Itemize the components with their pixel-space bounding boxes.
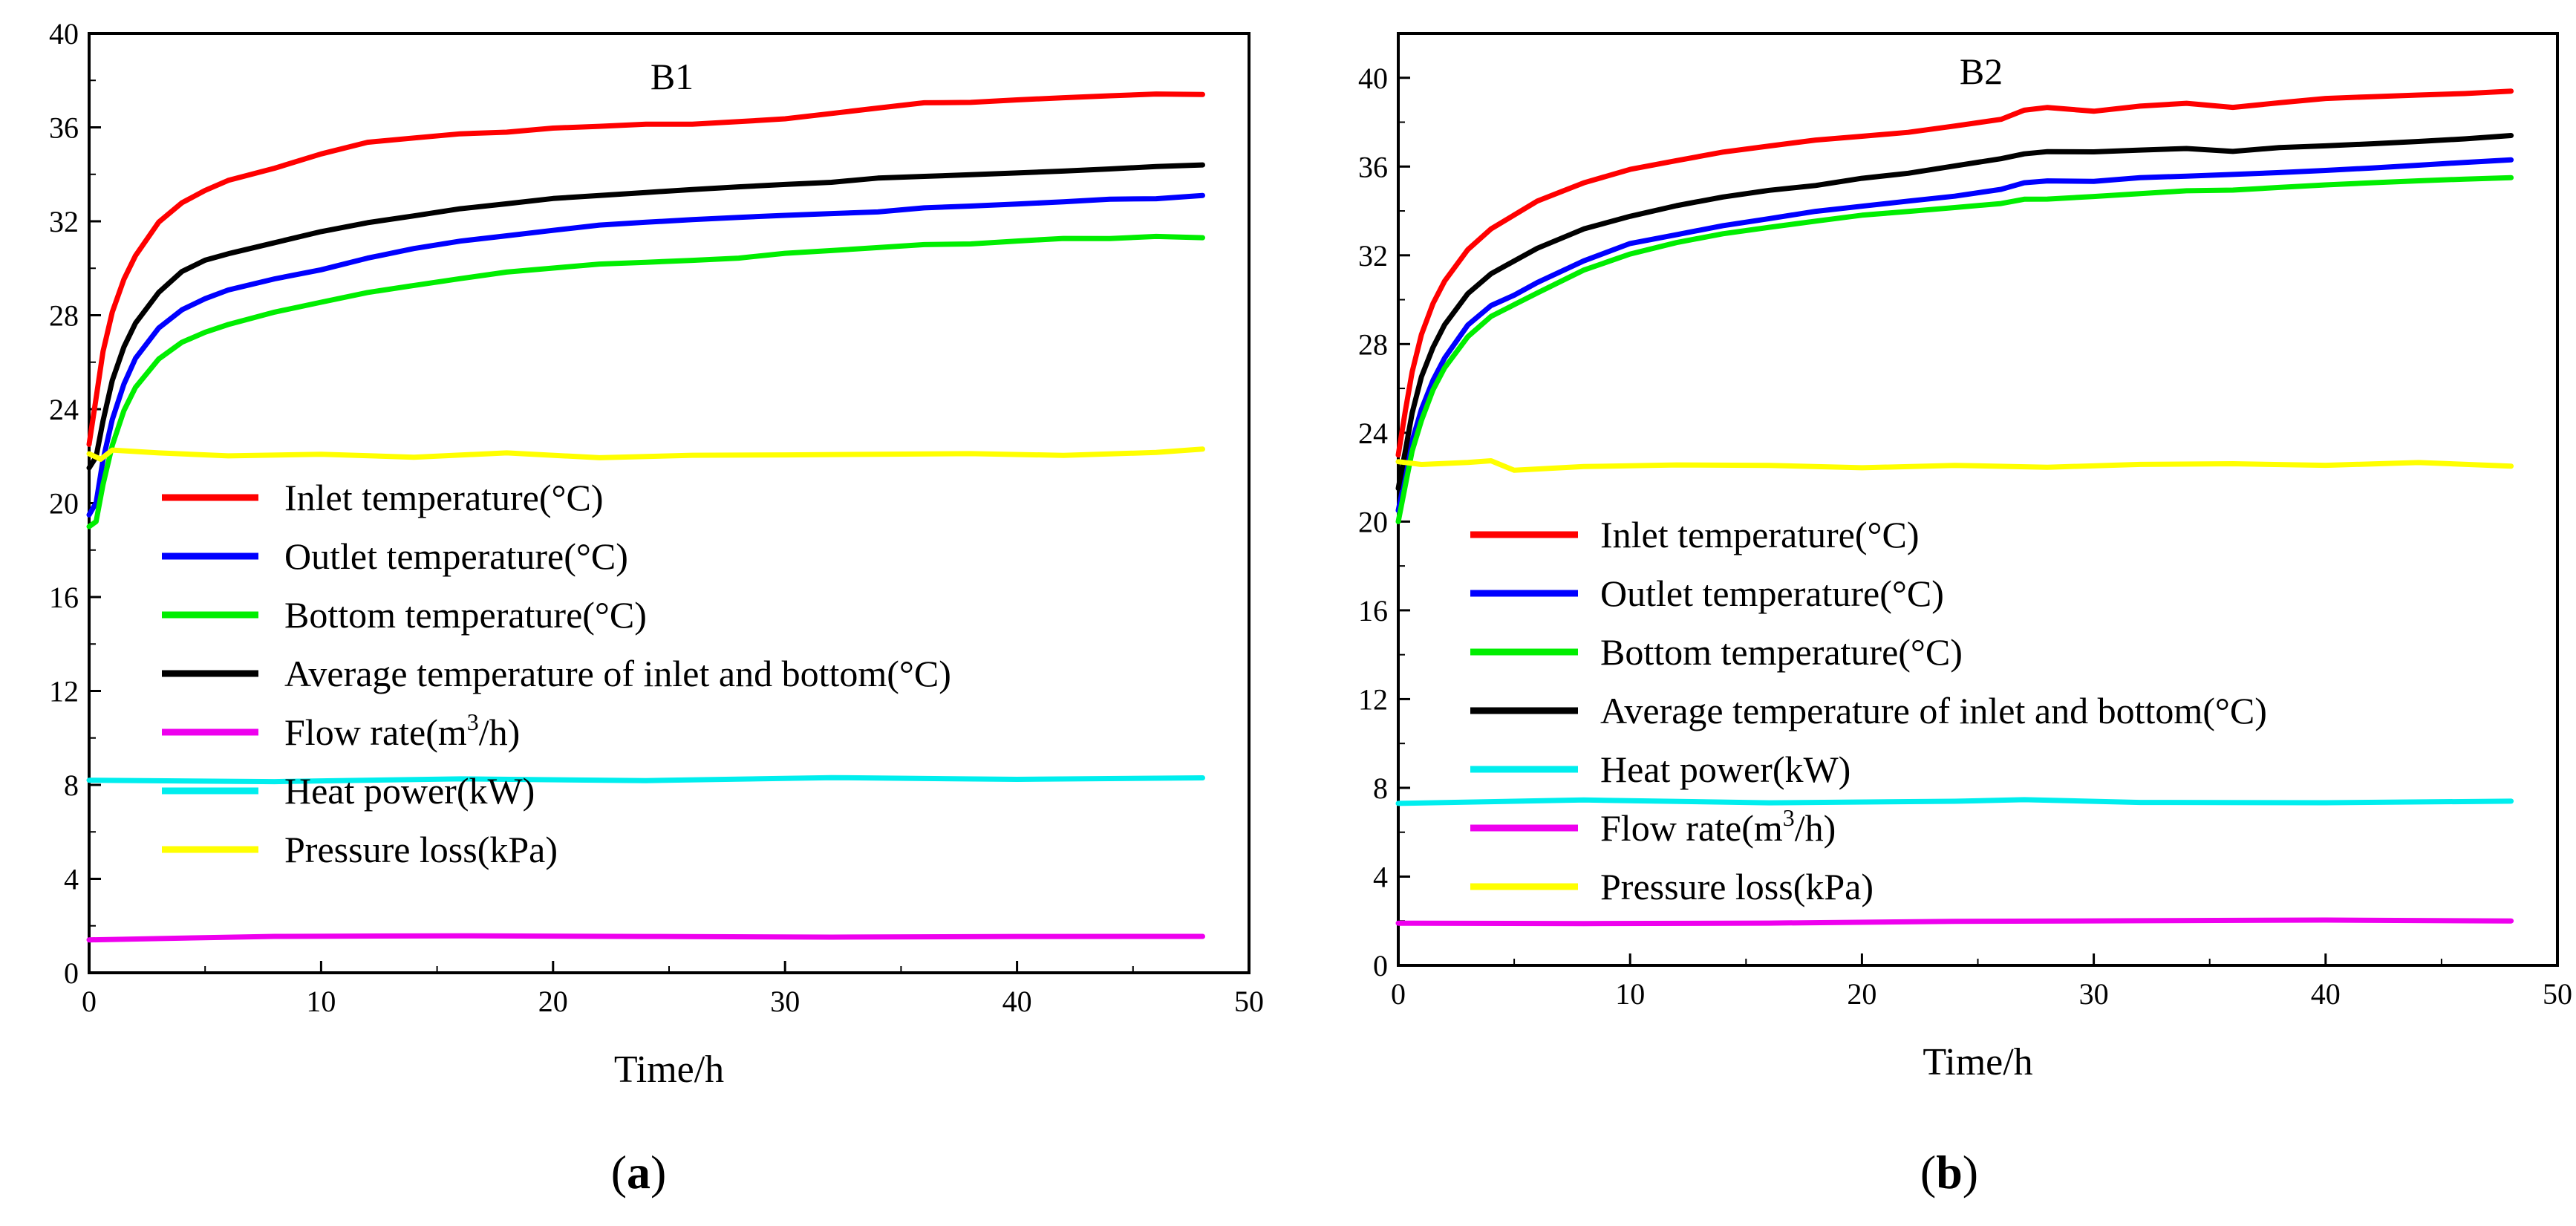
y-tick-label: 40 [1358, 62, 1388, 95]
series-line [86, 446, 1205, 462]
chart-title: B1 [650, 56, 694, 97]
legend-label: Average temperature of inlet and bottom(… [284, 653, 951, 694]
legend-label: Bottom temperature(°C) [284, 594, 647, 636]
y-tick-label: 16 [1358, 594, 1388, 627]
y-tick-label: 4 [64, 863, 79, 896]
y-tick-label: 0 [64, 956, 79, 990]
legend-label: Flow rate(m3/h) [1600, 804, 1836, 849]
legend-label: Bottom temperature(°C) [1600, 631, 1963, 673]
series-line [1395, 88, 2514, 458]
series-line [1395, 917, 2514, 927]
y-tick-label: 8 [1373, 772, 1388, 805]
x-tick-label: 50 [2543, 977, 2572, 1011]
y-tick-label: 32 [1358, 239, 1388, 273]
chart-title: B2 [1960, 50, 2003, 92]
series-line [1395, 458, 2514, 473]
y-tick-label: 28 [1358, 327, 1388, 361]
series-line [1395, 133, 2514, 492]
series-line [86, 933, 1205, 943]
y-tick-label: 24 [49, 393, 79, 426]
y-tick-label: 36 [49, 111, 79, 145]
y-tick-label: 28 [49, 299, 79, 333]
legend-label: Inlet temperature(°C) [284, 477, 604, 518]
y-tick-label: 4 [1373, 860, 1388, 893]
x-tick-label: 10 [306, 985, 336, 1018]
y-tick-label: 12 [1358, 682, 1388, 716]
y-tick-label: 12 [49, 675, 79, 708]
series-line [86, 162, 1205, 471]
x-tick-label: 20 [538, 985, 568, 1018]
y-tick-label: 8 [64, 769, 79, 802]
legend-label: Heat power(kW) [1600, 749, 1851, 790]
plot-frame [88, 32, 1250, 974]
x-axis-title: Time/h [614, 1049, 724, 1091]
series-line [86, 192, 1205, 518]
legend-label: Average temperature of inlet and bottom(… [1600, 690, 2267, 731]
series-line [1395, 797, 2514, 806]
legend-label: Flow rate(m3/h) [284, 708, 520, 753]
y-tick-label: 20 [1358, 505, 1388, 538]
y-tick-label: 24 [1358, 417, 1388, 450]
legend: Inlet temperature(°C) Outlet temperature(… [162, 477, 951, 870]
legend-label: Inlet temperature(°C) [1600, 514, 1920, 555]
panel-caption: (b) [1920, 1146, 1978, 1199]
series-line [1395, 175, 2514, 524]
x-tick-label: 0 [1391, 977, 1406, 1011]
y-tick-label: 36 [1358, 150, 1388, 183]
y-tick-label: 0 [1373, 949, 1388, 982]
series-line [1395, 157, 2514, 513]
y-tick-label: 40 [49, 17, 79, 50]
legend-label: Pressure loss(kPa) [284, 829, 558, 870]
x-axis-title: Time/h [1923, 1041, 2032, 1083]
x-tick-label: 20 [1847, 977, 1876, 1011]
x-tick-label: 40 [1002, 985, 1032, 1018]
x-tick-label: 30 [2079, 977, 2109, 1011]
x-tick-label: 50 [1234, 985, 1264, 1018]
legend-label: Outlet temperature(°C) [284, 535, 628, 577]
y-tick-label: 20 [49, 487, 79, 521]
series-line [86, 91, 1205, 447]
x-tick-label: 0 [82, 985, 97, 1018]
x-tick-label: 30 [770, 985, 800, 1018]
legend-label: Heat power(kW) [284, 770, 535, 812]
y-tick-label: 16 [49, 581, 79, 614]
legend: Inlet temperature(°C) Outlet temperature(… [1470, 514, 2267, 907]
chart-panel-b: 0 4 8 12 16 20 24 28 32 36 40 0 10 20 30 40 50 Time/h B2 In… [1358, 32, 2572, 1199]
legend-label: Pressure loss(kPa) [1600, 866, 1874, 907]
series-line [86, 233, 1205, 529]
chart-panel-a: 0 4 8 12 16 20 24 28 32 36 40 0 10 20 30 40 50 Time/h B1 In… [49, 17, 1264, 1199]
x-tick-label: 10 [1615, 977, 1645, 1011]
series-line [86, 775, 1205, 785]
legend-label: Outlet temperature(°C) [1600, 573, 1944, 614]
y-tick-label: 32 [49, 205, 79, 238]
panel-caption: (a) [611, 1146, 667, 1199]
x-tick-label: 40 [2311, 977, 2341, 1011]
